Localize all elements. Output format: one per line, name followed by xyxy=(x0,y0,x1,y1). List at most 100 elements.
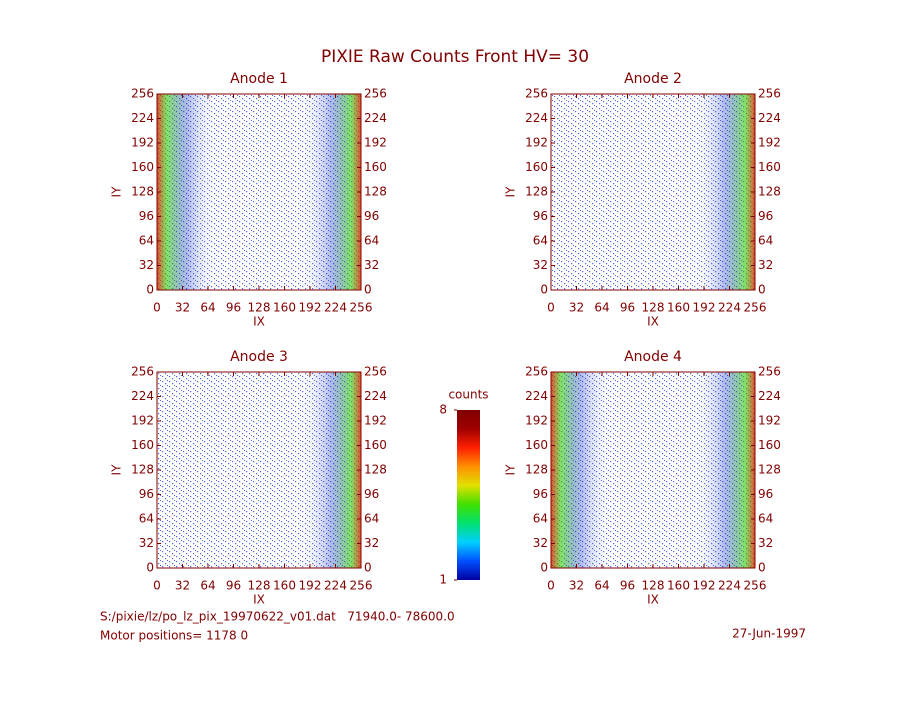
x-tick-label: 224 xyxy=(324,579,347,593)
y-tick-label-right: 0 xyxy=(758,561,766,575)
x-axis-label: IX xyxy=(647,593,659,607)
x-tick-label: 192 xyxy=(693,301,716,315)
edge-density xyxy=(551,94,755,290)
x-tick-label: 0 xyxy=(153,579,161,593)
page-title: PIXIE Raw Counts Front HV= 30 xyxy=(321,47,589,67)
y-tick-label-right: 256 xyxy=(758,365,781,379)
y-tick-label: 128 xyxy=(131,463,154,477)
panel-title: Anode 3 xyxy=(230,349,288,365)
y-axis-label: IY xyxy=(504,464,518,476)
y-tick-label-right: 128 xyxy=(758,463,781,477)
colorbar-tick-label: 8 xyxy=(439,403,447,417)
y-tick-label: 64 xyxy=(139,234,154,248)
y-tick-label: 0 xyxy=(540,561,548,575)
y-tick-label-right: 224 xyxy=(758,389,781,403)
x-tick-label: 128 xyxy=(248,579,271,593)
y-tick-label: 160 xyxy=(131,160,154,174)
x-tick-label: 224 xyxy=(718,301,741,315)
colorbar-tick-label: 1 xyxy=(439,573,447,587)
x-tick-label: 160 xyxy=(273,579,296,593)
y-tick-label: 64 xyxy=(533,234,548,248)
x-tick-label: 0 xyxy=(547,301,555,315)
y-tick-label-right: 96 xyxy=(758,209,773,223)
y-tick-label: 160 xyxy=(525,160,548,174)
x-tick-label: 128 xyxy=(642,301,665,315)
y-axis-label: IY xyxy=(504,186,518,198)
x-tick-label: 256 xyxy=(744,579,767,593)
x-tick-label: 160 xyxy=(667,301,690,315)
edge-density xyxy=(157,94,361,290)
y-tick-label-right: 64 xyxy=(758,234,773,248)
x-tick-label: 0 xyxy=(547,579,555,593)
y-tick-label: 32 xyxy=(139,258,154,272)
y-tick-label-right: 96 xyxy=(364,487,379,501)
y-tick-label: 0 xyxy=(540,283,548,297)
x-tick-label: 256 xyxy=(350,301,373,315)
y-tick-label-right: 96 xyxy=(364,209,379,223)
x-tick-label: 256 xyxy=(744,301,767,315)
x-tick-label: 224 xyxy=(324,301,347,315)
y-tick-label-right: 128 xyxy=(364,185,387,199)
x-axis-label: IX xyxy=(647,315,659,329)
x-tick-label: 160 xyxy=(273,301,296,315)
colorbar-title: counts xyxy=(448,388,488,402)
x-tick-label: 96 xyxy=(226,301,241,315)
edge-density xyxy=(551,372,755,568)
y-tick-label: 64 xyxy=(533,512,548,526)
x-tick-label: 256 xyxy=(350,579,373,593)
y-tick-label: 192 xyxy=(525,414,548,428)
y-tick-label: 64 xyxy=(139,512,154,526)
x-tick-label: 0 xyxy=(153,301,161,315)
y-tick-label-right: 32 xyxy=(364,258,379,272)
y-tick-label: 96 xyxy=(139,209,154,223)
y-tick-label-right: 32 xyxy=(758,536,773,550)
y-tick-label-right: 32 xyxy=(758,258,773,272)
y-tick-label: 224 xyxy=(131,389,154,403)
y-tick-label: 224 xyxy=(525,389,548,403)
x-tick-label: 32 xyxy=(175,579,190,593)
x-tick-label: 192 xyxy=(693,579,716,593)
y-tick-label: 128 xyxy=(525,185,548,199)
y-tick-label: 256 xyxy=(131,365,154,379)
x-tick-label: 192 xyxy=(299,301,322,315)
x-tick-label: 64 xyxy=(200,301,215,315)
y-tick-label-right: 64 xyxy=(758,512,773,526)
footer-motor: Motor positions= 1178 0 xyxy=(100,629,248,643)
colorbar xyxy=(457,410,480,580)
y-tick-label: 32 xyxy=(533,536,548,550)
y-tick-label: 0 xyxy=(146,283,154,297)
y-tick-label: 96 xyxy=(533,487,548,501)
y-tick-label: 0 xyxy=(146,561,154,575)
x-tick-label: 128 xyxy=(642,579,665,593)
x-axis-label: IX xyxy=(253,315,265,329)
y-tick-label: 32 xyxy=(533,258,548,272)
x-tick-label: 64 xyxy=(594,579,609,593)
x-tick-label: 32 xyxy=(175,301,190,315)
y-tick-label: 96 xyxy=(139,487,154,501)
edge-density xyxy=(157,372,361,568)
y-tick-label-right: 160 xyxy=(364,160,387,174)
y-tick-label: 32 xyxy=(139,536,154,550)
panel-title: Anode 2 xyxy=(624,71,682,87)
y-tick-label: 192 xyxy=(131,136,154,150)
y-tick-label-right: 64 xyxy=(364,512,379,526)
y-tick-label: 160 xyxy=(131,438,154,452)
y-tick-label-right: 0 xyxy=(364,283,372,297)
y-tick-label-right: 192 xyxy=(364,136,387,150)
y-tick-label: 256 xyxy=(525,87,548,101)
y-tick-label-right: 128 xyxy=(364,463,387,477)
x-tick-label: 192 xyxy=(299,579,322,593)
y-tick-label: 160 xyxy=(525,438,548,452)
y-tick-label-right: 256 xyxy=(364,87,387,101)
x-tick-label: 32 xyxy=(569,301,584,315)
y-tick-label-right: 96 xyxy=(758,487,773,501)
y-tick-label-right: 192 xyxy=(758,136,781,150)
x-tick-label: 64 xyxy=(594,301,609,315)
panel-title: Anode 4 xyxy=(624,349,682,365)
x-tick-label: 224 xyxy=(718,579,741,593)
x-tick-label: 128 xyxy=(248,301,271,315)
y-tick-label: 192 xyxy=(525,136,548,150)
y-tick-label-right: 224 xyxy=(364,389,387,403)
y-tick-label-right: 192 xyxy=(364,414,387,428)
